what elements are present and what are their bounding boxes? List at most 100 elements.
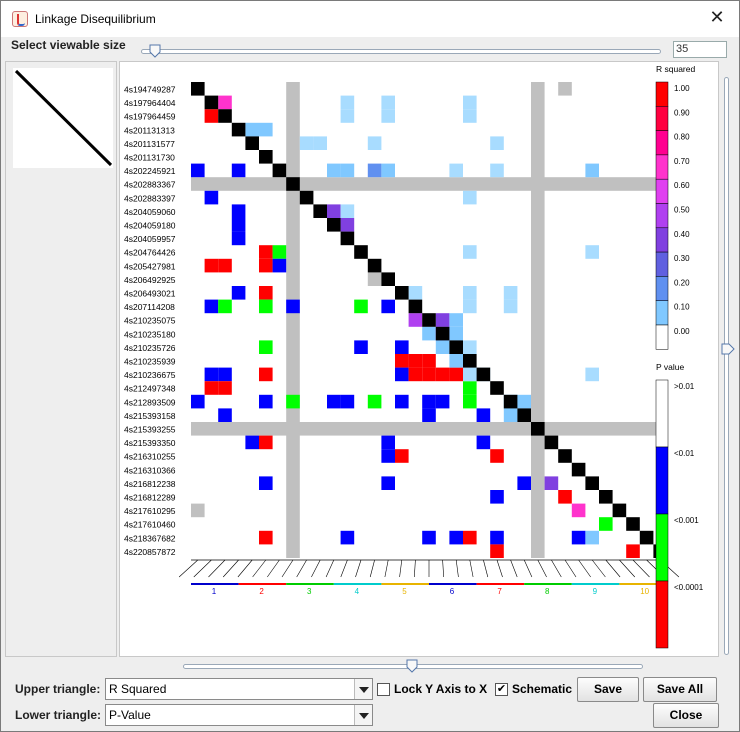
- p-value-cell: [231, 218, 246, 232]
- diagonal-cell: [218, 109, 232, 123]
- chromosome-label: 7: [497, 587, 502, 596]
- schematic-line: [523, 559, 533, 578]
- close-icon[interactable]: ✕: [709, 7, 725, 27]
- p-value-cell: [395, 394, 409, 409]
- overview-thumbnail[interactable]: [13, 68, 113, 168]
- chromosome-segment: [571, 583, 620, 585]
- chromosome-label: 10: [640, 587, 649, 596]
- lower-triangle-select[interactable]: P-Value: [105, 704, 373, 726]
- p-value-cell: [395, 354, 409, 368]
- schematic-line: [632, 559, 650, 578]
- r2-cell: [340, 95, 355, 110]
- r2-cell: [463, 367, 477, 382]
- schematic-line: [537, 559, 547, 578]
- schematic-line: [311, 559, 321, 578]
- schematic-line: [591, 559, 606, 578]
- chromosome-segment: [191, 583, 239, 585]
- diagonal-cell: [435, 326, 450, 341]
- ld-plot-panel[interactable]: 4s194749287 4s197964404 4s197964459 4s20113…: [119, 61, 719, 657]
- schematic-line: [442, 559, 444, 578]
- schematic-label: Schematic: [512, 682, 573, 696]
- p-value-cell: [259, 258, 273, 273]
- viewable-size-slider[interactable]: [141, 44, 661, 58]
- vscroll-thumb[interactable]: [721, 343, 735, 355]
- chevron-down-icon[interactable]: [354, 705, 372, 725]
- schematic-line: [414, 559, 416, 578]
- p-value-cell: [490, 449, 504, 463]
- r2-legend-tick: 0.20: [674, 278, 690, 287]
- r2-cell: [340, 218, 355, 232]
- chromosome-label: 5: [402, 587, 407, 596]
- p-value-cell: [218, 381, 232, 395]
- r2-cell: [463, 95, 477, 110]
- diagonal-cell: [422, 313, 436, 327]
- p-value-cell: [517, 476, 531, 490]
- upper-triangle-select[interactable]: R Squared: [105, 678, 373, 700]
- p-value-cell: [449, 367, 463, 382]
- marker-label: 4s218367682: [124, 533, 176, 543]
- diagonal-cell: [571, 462, 586, 477]
- p-value-cell: [231, 286, 246, 300]
- r2-cell: [340, 109, 355, 123]
- java-cup-icon: [12, 11, 28, 27]
- p-value-cell: [435, 394, 450, 409]
- r2-legend-tick: 0.60: [674, 181, 690, 190]
- p-value-cell: [259, 367, 273, 382]
- vertical-scrollbar[interactable]: [721, 77, 735, 657]
- schematic-line: [510, 559, 518, 578]
- r2-cell: [340, 204, 355, 218]
- schematic-line: [578, 559, 591, 578]
- schematic-line: [267, 559, 280, 578]
- p-value-cell: [204, 367, 219, 382]
- p-value-cell: [381, 299, 395, 314]
- chromosome-label: 9: [593, 587, 598, 596]
- p-value-cell: [381, 476, 395, 490]
- lock-y-axis-box[interactable]: [377, 683, 390, 696]
- schematic-line: [325, 559, 335, 578]
- r2-cell: [449, 354, 463, 368]
- marker-label: 4s216812289: [124, 493, 176, 503]
- p-value-cell: [422, 394, 436, 409]
- ld-heatmap[interactable]: 4s194749287 4s197964404 4s197964459 4s20113…: [120, 62, 718, 656]
- close-button[interactable]: Close: [653, 703, 719, 728]
- p-value-cell: [367, 394, 382, 409]
- p-value-cell: [463, 530, 477, 545]
- schematic-line: [605, 559, 621, 578]
- marker-label: 4s194749287: [124, 85, 176, 95]
- p-value-cell: [490, 544, 504, 558]
- schematic-checkbox[interactable]: ✔ Schematic: [495, 681, 573, 699]
- p-value-cell: [381, 435, 395, 450]
- p-value-cell: [204, 299, 219, 314]
- p-value-cell: [272, 258, 287, 273]
- p-value-cell: [449, 530, 463, 545]
- hscroll-thumb[interactable]: [406, 659, 418, 673]
- r2-legend-tick: 0.70: [674, 157, 690, 166]
- r2-cell: [463, 299, 477, 314]
- p-value-cell: [218, 367, 232, 382]
- p-value-cell: [204, 258, 219, 273]
- p-value-cell: [354, 340, 368, 354]
- schematic-check-icon[interactable]: ✔: [495, 683, 508, 696]
- chromosome-label: 8: [545, 587, 550, 596]
- horizontal-scrollbar[interactable]: [183, 659, 643, 673]
- save-button[interactable]: Save: [577, 677, 639, 702]
- missing-row-band: [191, 177, 667, 191]
- overview-panel[interactable]: [5, 61, 117, 657]
- r2-cell: [381, 163, 395, 178]
- missing-column-band: [286, 82, 300, 558]
- diagonal-cell: [327, 218, 341, 232]
- save-all-button[interactable]: Save All: [643, 677, 717, 702]
- r2-legend-tick: 0.90: [674, 108, 690, 117]
- viewable-size-field[interactable]: 35: [673, 41, 727, 58]
- r2-cell: [544, 476, 559, 490]
- lock-y-axis-checkbox[interactable]: Lock Y Axis to X: [377, 681, 489, 699]
- r2-legend-tick: 0.80: [674, 133, 690, 142]
- chevron-down-icon[interactable]: [354, 679, 372, 699]
- p-value-cell: [490, 530, 504, 545]
- r2-cell: [422, 326, 436, 341]
- diagonal-cell: [299, 190, 314, 205]
- r2-legend-swatch: [655, 81, 669, 107]
- p-legend-tick: <0.0001: [674, 583, 704, 592]
- r2-cell: [435, 340, 450, 354]
- slider-thumb[interactable]: [149, 44, 161, 58]
